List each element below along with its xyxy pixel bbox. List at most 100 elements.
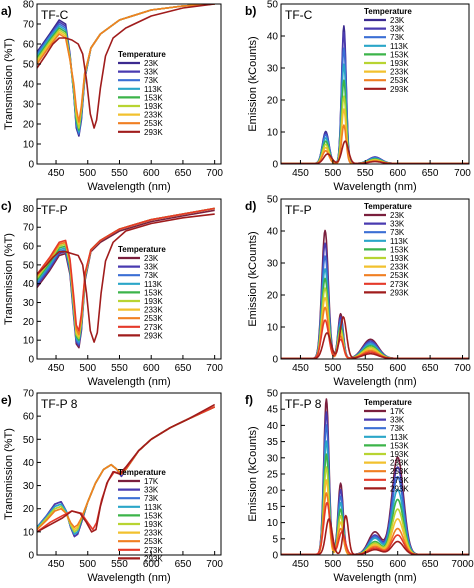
x-tick-label: 600: [143, 363, 160, 374]
x-tick-label: 700: [454, 363, 471, 374]
y-tick-label: 50: [267, 0, 279, 11]
y-tick-label: 60: [23, 242, 35, 253]
y-tick-label: 30: [267, 64, 279, 75]
legend-entry: 233K: [390, 263, 409, 272]
x-tick-label: 500: [325, 168, 342, 179]
legend-entry: 233K: [144, 111, 163, 120]
y-tick-label: 0: [272, 160, 278, 171]
x-tick-label: 550: [111, 363, 128, 374]
legend: Temperature17K33K73K113K153K193K233K253K…: [364, 398, 412, 493]
legend: Temperature17K33K73K113K153K193K233K253K…: [118, 468, 166, 563]
y-tick-label: 50: [267, 389, 279, 400]
y-tick-label: 20: [267, 96, 279, 107]
legend-entry: 233K: [144, 306, 163, 315]
y-tick-label: 0: [28, 160, 34, 171]
legend-title: Temperature: [364, 398, 412, 407]
panel-title: TF-P: [41, 203, 68, 217]
legend-entry: 233K: [390, 68, 409, 77]
legend-entry: 193K: [144, 520, 163, 529]
legend-title: Temperature: [118, 468, 166, 477]
plot-frame: [280, 198, 470, 360]
panel-title: TF-P 8: [285, 397, 322, 411]
legend-entry: 33K: [144, 486, 159, 495]
legend-entry: 153K: [390, 50, 409, 59]
y-tick-label: 80: [23, 0, 35, 11]
y-tick-label: 45: [267, 405, 279, 416]
y-tick-label: 5: [272, 534, 278, 545]
legend-entry: 193K: [390, 450, 409, 459]
y-tick-label: 40: [23, 279, 35, 290]
legend-entry: 113K: [390, 433, 409, 442]
x-tick-label: 650: [422, 559, 439, 570]
legend-entry: 33K: [390, 220, 405, 229]
x-tick-label: 450: [292, 168, 309, 179]
legend-entry: 113K: [390, 237, 409, 246]
legend-entry: 253K: [390, 271, 409, 280]
x-tick-label: 700: [206, 363, 223, 374]
chart-panel-c: 450 500 550 600 650 700 0 10 20 30 40 50 60 70 80 Wavel…: [1, 198, 223, 388]
x-tick-label: 500: [79, 559, 96, 570]
y-tick-label: 60: [23, 412, 35, 423]
x-tick-label: 500: [325, 363, 342, 374]
panel-letter: d): [245, 199, 256, 213]
y-tick-label: 70: [23, 223, 35, 234]
plot-frame: [280, 392, 470, 556]
x-tick-label: 500: [79, 363, 96, 374]
y-axis-label: Transmission (%T): [3, 428, 15, 520]
legend-entry: 253K: [390, 467, 409, 476]
y-tick-label: 0: [28, 551, 34, 562]
y-tick-label: 25: [267, 470, 279, 481]
x-tick-label: 450: [48, 559, 65, 570]
legend-entry: 293K: [144, 128, 163, 137]
legend-entry: 273K: [144, 323, 163, 332]
y-tick-label: 40: [267, 32, 279, 43]
x-tick-label: 600: [389, 363, 406, 374]
legend-entry: 253K: [144, 119, 163, 128]
panel-letter: f): [245, 393, 253, 407]
y-tick-label: 50: [23, 60, 35, 71]
series-line-193K: [281, 95, 469, 164]
y-axis-label: Emission (kCounts): [247, 426, 259, 521]
x-tick-label: 7000: [451, 559, 474, 570]
x-tick-label: 500: [325, 559, 342, 570]
y-tick-label: 30: [267, 453, 279, 464]
x-tick-label: 650: [175, 168, 192, 179]
plot-frame: [36, 392, 222, 556]
y-tick-label: 10: [23, 336, 35, 347]
legend-entry: 33K: [144, 68, 159, 77]
x-axis-label: Wavelength (nm): [333, 572, 416, 584]
x-axis-label: Wavelength (nm): [333, 376, 416, 388]
y-tick-label: 20: [23, 504, 35, 515]
y-tick-label: 50: [23, 260, 35, 271]
chart-panel-e: 450 500 550 600 650 700 0 10 20 30 40 50 60 70 Wavelen…: [1, 389, 223, 585]
series-line-253K: [37, 4, 215, 123]
panel-letter: a): [1, 4, 12, 18]
series-line-153K: [281, 79, 469, 164]
legend-entry: 73K: [390, 228, 405, 237]
x-tick-label: 650: [175, 559, 192, 570]
legend-entry: 113K: [144, 280, 163, 289]
series-group: [37, 207, 215, 349]
legend: Temperature23K33K73K113K153K193K233K253K…: [118, 50, 166, 137]
y-axis-label: Emission (kCounts): [247, 231, 259, 326]
y-tick-label: 80: [23, 204, 35, 215]
plot-frame: [36, 198, 222, 360]
legend: Temperature23K33K73K113K153K193K233K253K…: [364, 202, 412, 297]
legend-entry: 17K: [144, 477, 159, 486]
legend-entry: 23K: [144, 254, 159, 263]
legend-entry: 193K: [390, 254, 409, 263]
y-tick-label: 0: [28, 355, 34, 366]
x-axis-label: Wavelength (nm): [333, 181, 416, 193]
x-tick-label: 500: [79, 168, 96, 179]
legend-title: Temperature: [118, 245, 166, 254]
legend-entry: 17K: [390, 407, 405, 416]
y-tick-label: 10: [23, 527, 35, 538]
series-line-233K: [281, 108, 469, 164]
legend-entry: 273K: [390, 476, 409, 485]
series-group: [37, 4, 215, 137]
y-tick-label: 40: [267, 227, 279, 238]
legend-entry: 253K: [144, 314, 163, 323]
chart-panel-d: 450 500 550 600 650 700 0 10 20 30 40 50 Wavelength …: [245, 195, 471, 389]
legend-entry: 113K: [390, 42, 409, 51]
legend-entry: 253K: [390, 76, 409, 85]
